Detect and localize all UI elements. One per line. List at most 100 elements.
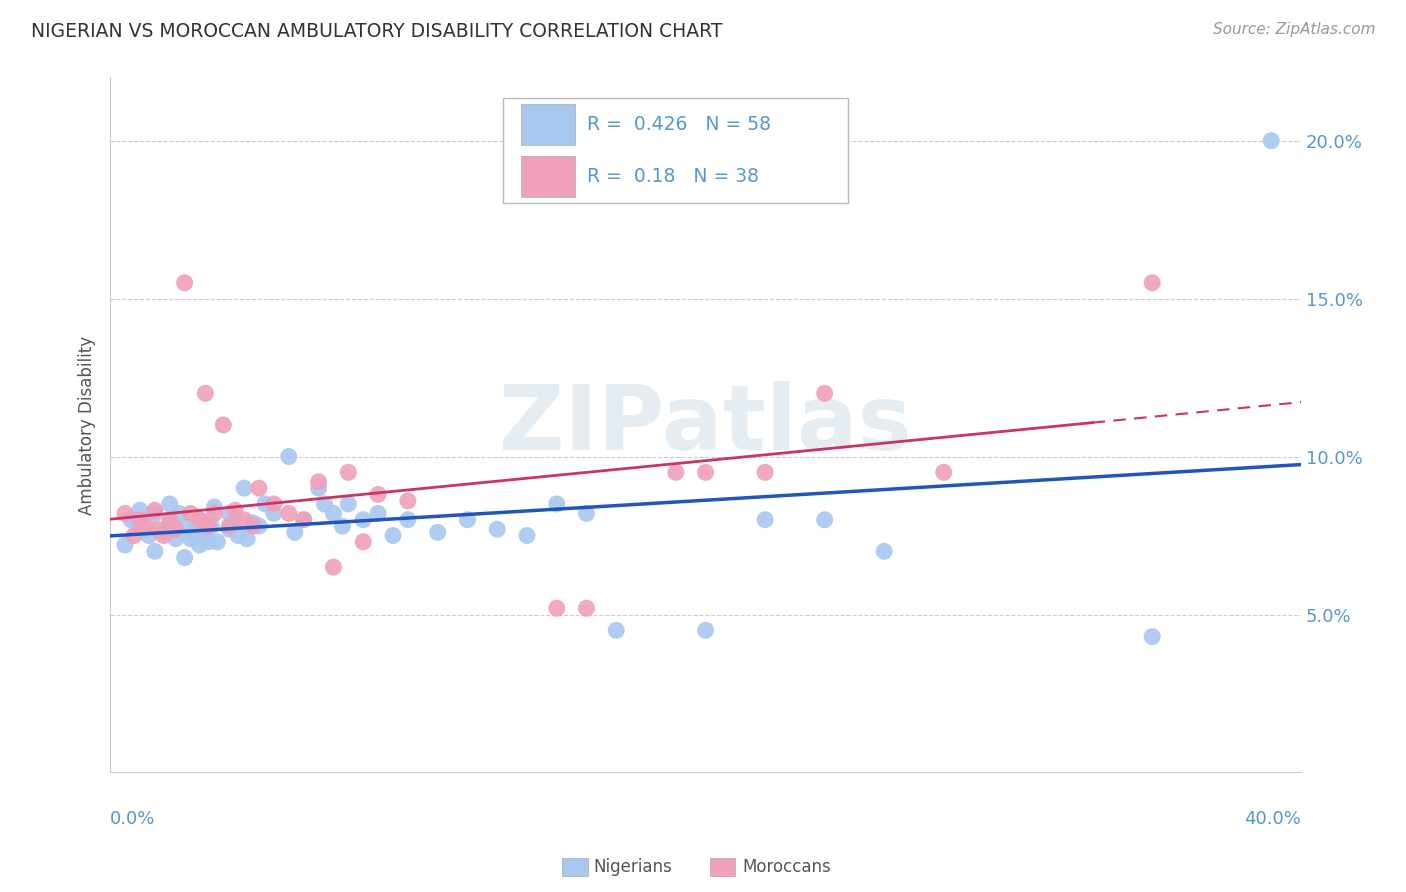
FancyBboxPatch shape <box>522 155 575 197</box>
Point <box>233 481 256 495</box>
Point <box>197 519 219 533</box>
Point <box>814 386 837 401</box>
Point <box>546 497 568 511</box>
Point <box>367 487 389 501</box>
Point <box>143 503 166 517</box>
Point <box>322 507 344 521</box>
Point <box>236 532 259 546</box>
Text: Source: ZipAtlas.com: Source: ZipAtlas.com <box>1212 22 1375 37</box>
Point <box>159 516 181 530</box>
Text: ZIPatlas: ZIPatlas <box>499 381 911 469</box>
Point <box>173 550 195 565</box>
Point <box>143 507 166 521</box>
Point <box>754 466 776 480</box>
Point <box>516 528 538 542</box>
Point <box>212 417 235 432</box>
Point <box>605 624 627 638</box>
Point <box>352 534 374 549</box>
Point <box>314 497 336 511</box>
Text: 0.0%: 0.0% <box>110 811 156 829</box>
Point <box>218 519 240 533</box>
Point <box>188 513 211 527</box>
Point <box>188 538 211 552</box>
Point <box>1260 134 1282 148</box>
Point <box>253 497 276 511</box>
Point <box>277 507 299 521</box>
Point <box>183 525 205 540</box>
Y-axis label: Ambulatory Disability: Ambulatory Disability <box>79 335 96 515</box>
Point <box>143 544 166 558</box>
Point <box>382 528 405 542</box>
Point <box>396 493 419 508</box>
Point <box>233 513 256 527</box>
Point <box>873 544 896 558</box>
Point <box>695 624 717 638</box>
Point <box>284 525 307 540</box>
Text: Moroccans: Moroccans <box>742 858 831 876</box>
Point <box>165 522 187 536</box>
Point <box>152 525 174 540</box>
Point <box>322 560 344 574</box>
Point <box>226 528 249 542</box>
Point <box>456 513 478 527</box>
Point <box>202 500 225 514</box>
Point <box>337 497 360 511</box>
Point <box>292 513 315 527</box>
Point <box>114 507 136 521</box>
Point <box>263 497 285 511</box>
Point <box>129 503 152 517</box>
Point <box>308 481 330 495</box>
Point <box>426 525 449 540</box>
Text: R =  0.426   N = 58: R = 0.426 N = 58 <box>586 115 770 134</box>
Point <box>308 475 330 489</box>
Point <box>242 516 264 530</box>
Point <box>224 513 246 527</box>
Point <box>173 276 195 290</box>
Text: Nigerians: Nigerians <box>593 858 672 876</box>
Point <box>138 528 160 542</box>
Point <box>1140 630 1163 644</box>
FancyBboxPatch shape <box>522 103 575 145</box>
Point <box>218 522 240 536</box>
Point <box>575 507 598 521</box>
Point <box>129 513 152 527</box>
Point <box>546 601 568 615</box>
Point <box>159 497 181 511</box>
Point <box>247 481 270 495</box>
Point <box>575 601 598 615</box>
Point <box>159 513 181 527</box>
Point <box>129 519 152 533</box>
Point <box>165 532 187 546</box>
Point <box>814 513 837 527</box>
Point <box>367 507 389 521</box>
Point <box>194 528 217 542</box>
Point <box>207 534 229 549</box>
Text: 40.0%: 40.0% <box>1244 811 1301 829</box>
Point <box>247 519 270 533</box>
Point <box>167 507 190 521</box>
Point <box>218 507 240 521</box>
Point <box>224 503 246 517</box>
Point <box>665 466 688 480</box>
Point <box>277 450 299 464</box>
Point <box>332 519 354 533</box>
Point <box>194 386 217 401</box>
Point <box>754 513 776 527</box>
Point <box>486 522 509 536</box>
Point <box>932 466 955 480</box>
Point <box>122 528 145 542</box>
Point <box>695 466 717 480</box>
Point <box>146 522 169 536</box>
Point <box>202 507 225 521</box>
Point <box>173 519 195 533</box>
Point <box>337 466 360 480</box>
Point <box>114 538 136 552</box>
Point <box>180 507 202 521</box>
Point <box>120 513 142 527</box>
Point <box>263 507 285 521</box>
Point <box>242 519 264 533</box>
Point <box>352 513 374 527</box>
FancyBboxPatch shape <box>503 98 848 202</box>
Text: NIGERIAN VS MOROCCAN AMBULATORY DISABILITY CORRELATION CHART: NIGERIAN VS MOROCCAN AMBULATORY DISABILI… <box>31 22 723 41</box>
Point <box>180 532 202 546</box>
